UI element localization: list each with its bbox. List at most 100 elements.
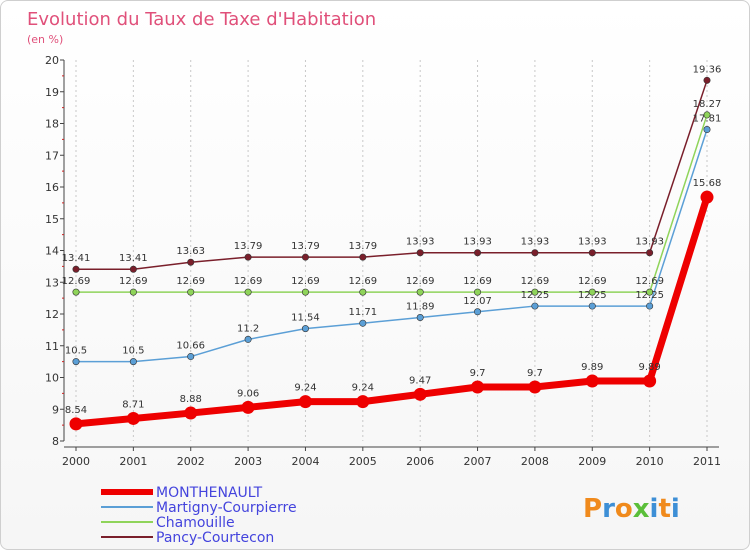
- data-label: 12.69: [463, 276, 492, 287]
- data-label: 12.69: [521, 276, 550, 287]
- x-tick-label: 2007: [464, 455, 492, 468]
- y-tick-label: 13: [45, 276, 59, 289]
- data-point: [359, 319, 367, 327]
- logo-letter: i: [671, 494, 680, 524]
- series-line-martigny-courpierre: [76, 129, 708, 363]
- data-point: [703, 76, 711, 84]
- axes: 8 9 10 11 12 13 14 15 16 17 18 19 20 2000 2001 2002 2003…: [45, 54, 721, 468]
- legend-label: MONTHENAULT: [156, 485, 263, 501]
- y-tick-label: 15: [45, 213, 59, 226]
- data-point: [359, 288, 367, 296]
- data-point: [244, 288, 252, 296]
- data-label: 19.36: [693, 64, 722, 75]
- x-tick-label: 2000: [62, 455, 90, 468]
- data-point: [72, 358, 80, 366]
- data-point: [703, 111, 711, 119]
- data-point: [646, 249, 654, 257]
- data-label: 12.25: [578, 290, 607, 301]
- data-label: 9.06: [237, 388, 259, 399]
- data-label: 9.24: [352, 383, 374, 394]
- data-point: [416, 288, 424, 296]
- y-tick-label: 18: [45, 118, 59, 131]
- series-group: 13.41 13.41 13.63 13.79 13.79 13.79 13.93 13.93…: [62, 64, 722, 431]
- y-tick-label: 20: [45, 54, 59, 67]
- data-label: 18.27: [693, 99, 722, 110]
- data-point: [703, 126, 711, 134]
- data-point: [585, 374, 599, 388]
- data-point: [588, 288, 596, 296]
- data-label: 12.69: [406, 276, 435, 287]
- data-label: 13.41: [119, 253, 148, 264]
- data-label: 12.69: [62, 276, 91, 287]
- data-label: 8.88: [180, 394, 202, 405]
- data-point: [187, 288, 195, 296]
- data-point: [416, 313, 424, 321]
- y-tick-label: 19: [45, 86, 59, 99]
- data-point: [129, 265, 137, 273]
- data-label: 11.2: [237, 323, 259, 334]
- data-point: [72, 265, 80, 273]
- data-label: 13.63: [176, 246, 205, 257]
- data-label: 13.79: [348, 241, 377, 252]
- data-point: [643, 374, 657, 388]
- legend-label: Pancy-Courtecon: [156, 530, 274, 546]
- data-point: [187, 353, 195, 361]
- data-point: [588, 249, 596, 257]
- x-tick-label: 2001: [119, 455, 147, 468]
- data-label: 12.07: [463, 296, 492, 307]
- data-label: 9.7: [527, 368, 543, 379]
- data-label: 13.79: [291, 241, 320, 252]
- data-point: [298, 395, 312, 409]
- legend: MONTHENAULTMartigny-CourpierreChamouille…: [101, 485, 297, 546]
- data-label: 12.25: [521, 290, 550, 301]
- data-label: 11.71: [348, 307, 377, 318]
- data-label: 10.5: [122, 346, 144, 357]
- data-point: [244, 335, 252, 343]
- data-point: [244, 253, 252, 261]
- data-label: 12.69: [635, 276, 664, 287]
- data-point: [474, 288, 482, 296]
- data-point: [474, 249, 482, 257]
- y-tick-label: 14: [45, 245, 59, 258]
- data-label: 12.69: [119, 276, 148, 287]
- series-line-chamouille: [76, 114, 708, 293]
- proxiti-logo: Proxiti: [583, 494, 680, 524]
- y-tick-label: 8: [52, 435, 59, 448]
- data-label: 12.25: [635, 290, 664, 301]
- x-tick-label: 2005: [349, 455, 377, 468]
- data-point: [474, 308, 482, 316]
- x-tick-label: 2006: [406, 455, 434, 468]
- y-tick-label: 10: [45, 372, 59, 385]
- data-label: 9.7: [470, 368, 486, 379]
- data-point: [187, 258, 195, 266]
- data-point: [416, 249, 424, 257]
- data-label: 8.54: [65, 405, 87, 416]
- x-tick-label: 2002: [177, 455, 205, 468]
- data-label: 11.54: [291, 313, 320, 324]
- data-label: 13.93: [463, 237, 492, 248]
- x-tick-label: 2011: [693, 455, 721, 468]
- data-label: 9.24: [294, 383, 316, 394]
- data-label: 15.68: [693, 178, 722, 189]
- legend-label: Chamouille: [156, 515, 235, 531]
- data-point: [126, 411, 140, 425]
- data-point: [413, 387, 427, 401]
- data-point: [129, 358, 137, 366]
- data-point: [646, 302, 654, 310]
- data-point: [531, 302, 539, 310]
- data-label: 10.5: [65, 346, 87, 357]
- logo-letter: P: [583, 494, 602, 524]
- data-point: [129, 288, 137, 296]
- series-line-monthenault: [75, 196, 711, 428]
- logo-text: Proxiti: [583, 494, 680, 524]
- data-point: [69, 417, 83, 431]
- data-point: [301, 253, 309, 261]
- y-axis-unit: (en %): [27, 33, 63, 46]
- data-label: 12.69: [291, 276, 320, 287]
- data-label: 13.93: [521, 237, 550, 248]
- data-label: 13.93: [406, 237, 435, 248]
- data-label: 13.79: [234, 241, 263, 252]
- data-point: [646, 288, 654, 296]
